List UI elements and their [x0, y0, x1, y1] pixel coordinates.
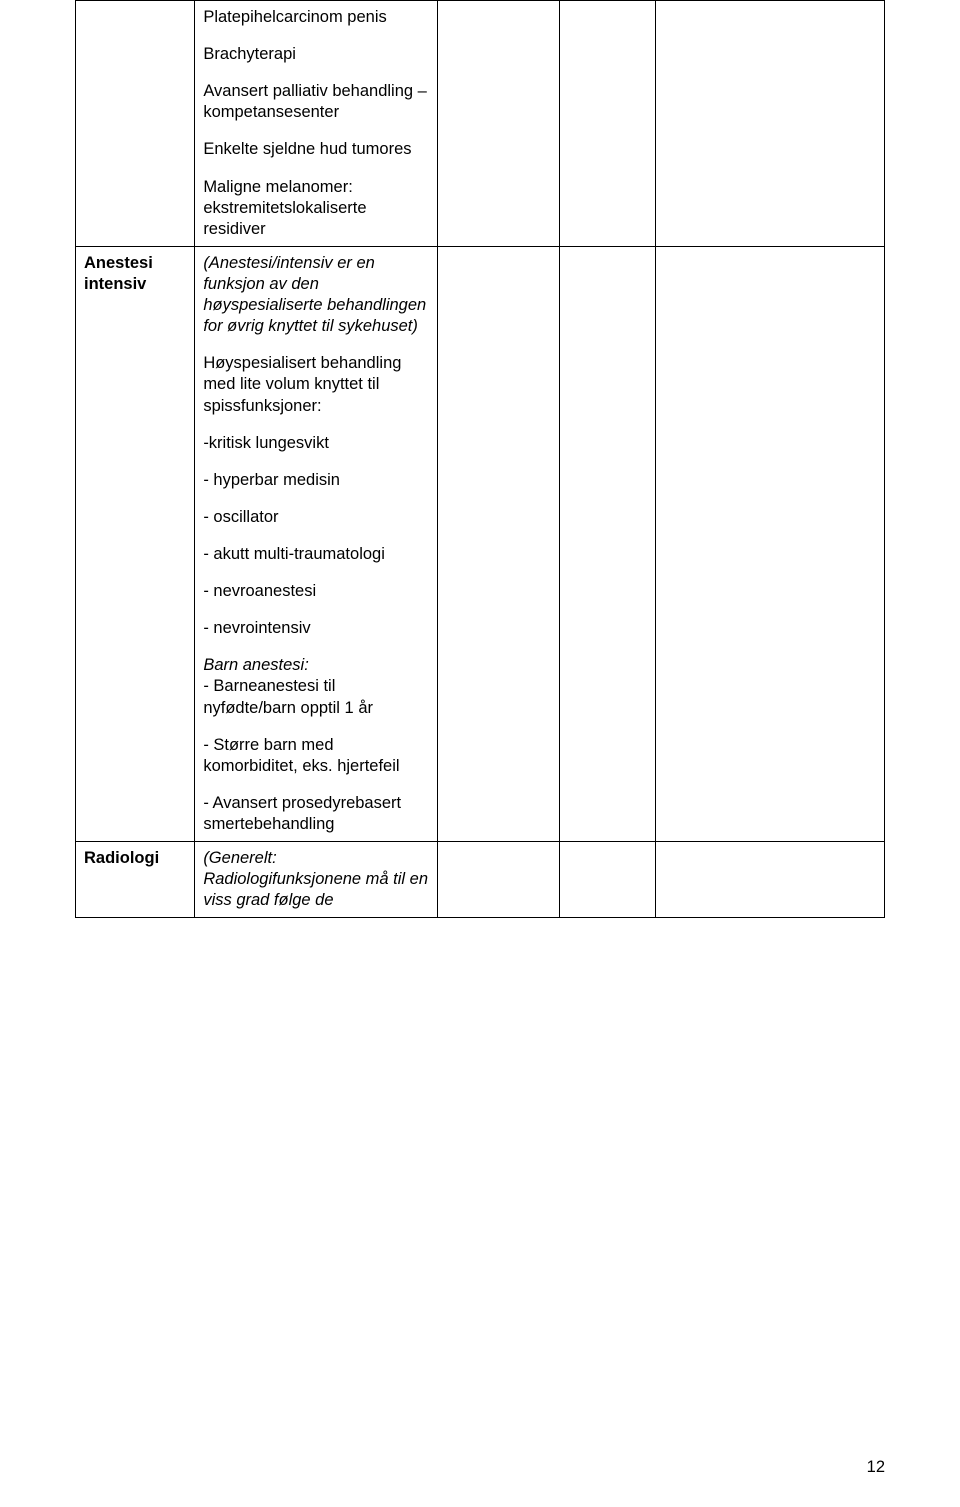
cell-para: - oscillator: [203, 507, 429, 528]
cell-para: Avansert palliativ behandling – kompetan…: [203, 81, 429, 123]
cell-para: - nevrointensiv: [203, 618, 429, 639]
row1-col1: Anestesi intensiv: [76, 246, 195, 841]
cell-para-line: - Barneanestesi til nyfødte/barn opptil …: [203, 677, 373, 716]
page: Platepihelcarcinom penis Brachyterapi Av…: [0, 0, 960, 1507]
cell-para: Brachyterapi: [203, 44, 429, 65]
cell-para: -kritisk lungesvikt: [203, 433, 429, 454]
row1-col4: [560, 246, 656, 841]
cell-para-line: Barn anestesi:: [203, 656, 308, 674]
row0-col4: [560, 1, 656, 247]
row0-col1: [76, 1, 195, 247]
row2-col4: [560, 842, 656, 918]
cell-para: (Generelt: Radiologifunksjonene må til e…: [203, 848, 429, 911]
cell-para: - akutt multi-traumatologi: [203, 544, 429, 565]
cell-para: - Avansert prosedyrebasert smertebehandl…: [203, 793, 429, 835]
table-row: Platepihelcarcinom penis Brachyterapi Av…: [76, 1, 885, 247]
row2-col5: [656, 842, 885, 918]
row1-col3: [438, 246, 560, 841]
table-row: Anestesi intensiv (Anestesi/intensiv er …: [76, 246, 885, 841]
page-number: 12: [867, 1458, 885, 1477]
row0-col3: [438, 1, 560, 247]
cell-para: (Anestesi/intensiv er en funksjon av den…: [203, 253, 429, 337]
row0-col2: Platepihelcarcinom penis Brachyterapi Av…: [195, 1, 438, 247]
cell-para: Høyspesialisert behandling med lite volu…: [203, 353, 429, 416]
cell-text: Anestesi intensiv: [84, 254, 153, 293]
cell-para-mixed: Barn anestesi: - Barneanestesi til nyfød…: [203, 655, 429, 718]
table-row: Radiologi (Generelt: Radiologifunksjonen…: [76, 842, 885, 918]
row2-col3: [438, 842, 560, 918]
cell-para: Platepihelcarcinom penis: [203, 7, 429, 28]
row2-col1: Radiologi: [76, 842, 195, 918]
row0-col5: [656, 1, 885, 247]
cell-para: Enkelte sjeldne hud tumores: [203, 139, 429, 160]
document-table: Platepihelcarcinom penis Brachyterapi Av…: [75, 0, 885, 918]
row1-col2: (Anestesi/intensiv er en funksjon av den…: [195, 246, 438, 841]
row2-col2: (Generelt: Radiologifunksjonene må til e…: [195, 842, 438, 918]
cell-text: Radiologi: [84, 849, 159, 867]
cell-para: - Større barn med komorbiditet, eks. hje…: [203, 735, 429, 777]
cell-para: - nevroanestesi: [203, 581, 429, 602]
cell-para: Maligne melanomer: ekstremitetslokaliser…: [203, 177, 429, 240]
cell-para: - hyperbar medisin: [203, 470, 429, 491]
row1-col5: [656, 246, 885, 841]
